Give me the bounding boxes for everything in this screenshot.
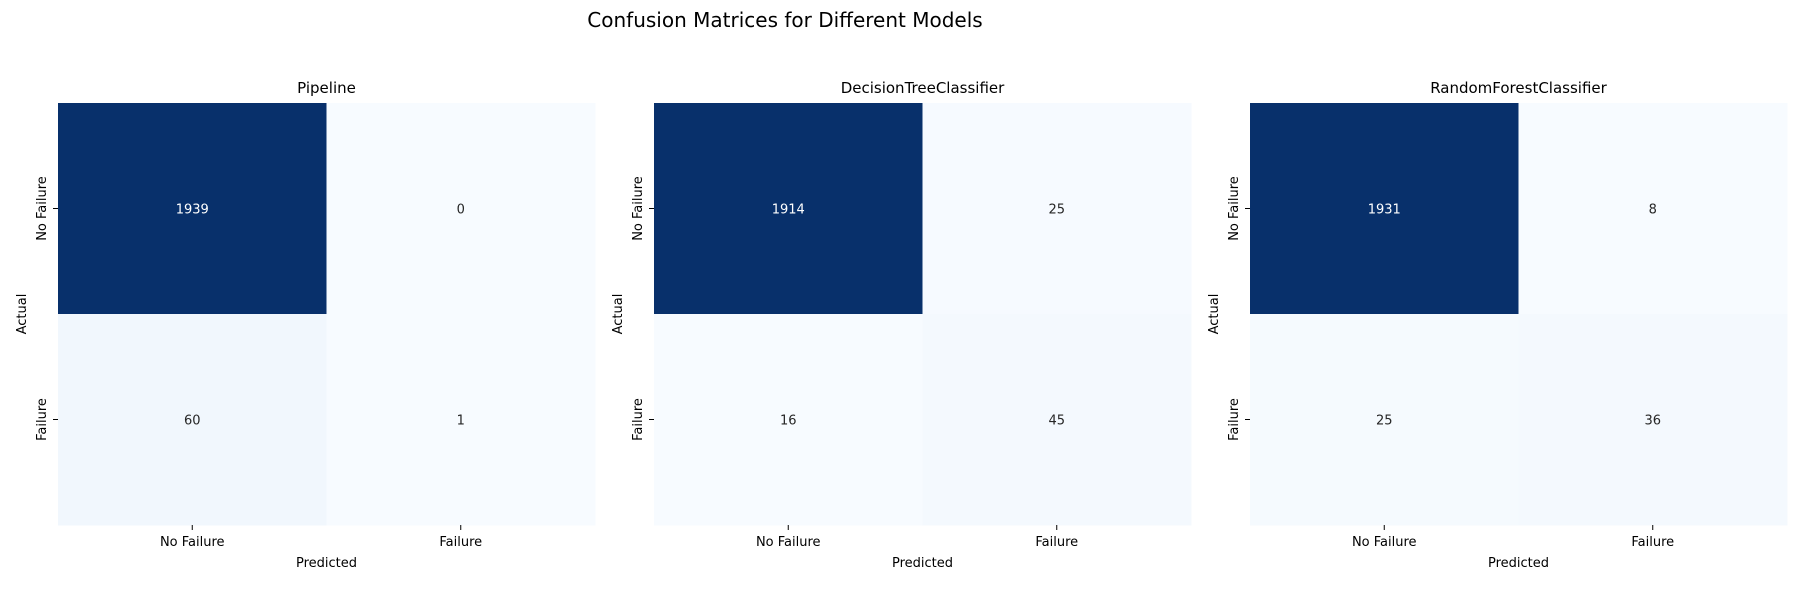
heatmap-cell <box>654 314 923 526</box>
heatmap-cell <box>922 103 1192 315</box>
heatmap-cell <box>1518 103 1788 315</box>
x-tick-label: No Failure <box>160 535 225 550</box>
x-tick-label: Failure <box>1035 535 1078 550</box>
y-tick-label: No Failure <box>1227 176 1242 241</box>
cell-value-label: 8 <box>1649 203 1657 218</box>
panel-title: Pipeline <box>297 79 356 97</box>
heatmap-cell <box>1250 103 1519 315</box>
x-tick-label: Failure <box>439 535 482 550</box>
cell-value-label: 25 <box>1048 203 1065 218</box>
x-tick-label: No Failure <box>756 535 821 550</box>
cell-value-label: 16 <box>780 414 797 429</box>
heatmap-cell <box>58 314 327 526</box>
panel-title: DecisionTreeClassifier <box>841 79 1005 97</box>
cell-value-label: 1914 <box>772 203 805 218</box>
y-tick-label: Failure <box>631 398 646 441</box>
panel-title: RandomForestClassifier <box>1430 79 1607 97</box>
y-axis-label: Actual <box>1207 294 1222 335</box>
heatmap-cell <box>58 103 327 315</box>
y-tick-label: No Failure <box>35 176 50 241</box>
x-axis-label: Predicted <box>1488 556 1549 571</box>
cell-value-label: 1 <box>457 414 465 429</box>
heatmap-cell <box>326 314 596 526</box>
cell-value-label: 60 <box>184 414 201 429</box>
x-tick-label: Failure <box>1631 535 1674 550</box>
heatmap-cell <box>326 103 596 315</box>
cell-value-label: 1931 <box>1368 203 1401 218</box>
cell-value-label: 0 <box>457 203 465 218</box>
heatmap-cell <box>922 314 1192 526</box>
y-axis-label: Actual <box>611 294 626 335</box>
x-axis-label: Predicted <box>892 556 953 571</box>
y-tick-label: No Failure <box>631 176 646 241</box>
figure-title: Confusion Matrices for Different Models <box>587 8 983 32</box>
heatmap-cell <box>654 103 923 315</box>
y-axis-label: Actual <box>15 294 30 335</box>
heatmap-cell <box>1250 314 1519 526</box>
cell-value-label: 25 <box>1376 414 1393 429</box>
cell-value-label: 36 <box>1644 414 1661 429</box>
y-tick-label: Failure <box>35 398 50 441</box>
heatmap-cell <box>1518 314 1788 526</box>
cell-value-label: 45 <box>1048 414 1065 429</box>
cell-value-label: 1939 <box>176 203 209 218</box>
x-tick-label: No Failure <box>1352 535 1417 550</box>
y-tick-label: Failure <box>1227 398 1242 441</box>
x-axis-label: Predicted <box>296 556 357 571</box>
